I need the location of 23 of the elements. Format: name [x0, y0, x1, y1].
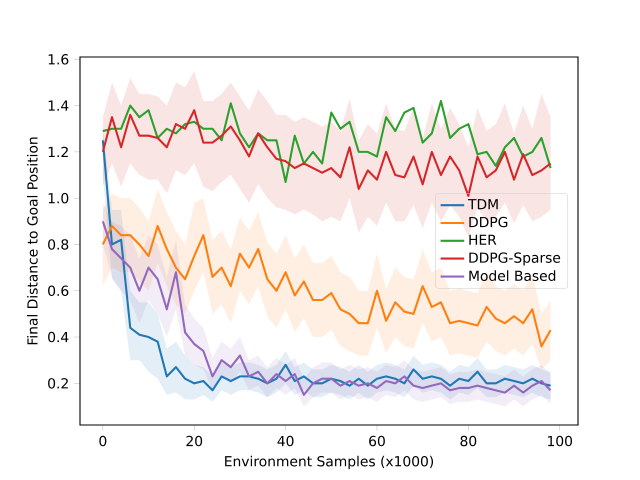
x-axis-title: Environment Samples (x1000)	[225, 456, 434, 470]
y-tick-label: 1.6	[48, 54, 68, 65]
y-tick-label: 0.4	[48, 332, 68, 342]
legend-label: TDM	[468, 199, 498, 210]
y-tick-label: 0.2	[48, 378, 68, 389]
y-tick-label: 0.8	[48, 239, 68, 250]
y-tick-label: 0.6	[48, 286, 68, 296]
line-series	[102, 109, 552, 197]
y-tick-label: 1.4	[48, 100, 68, 111]
x-tick-label: 40	[277, 436, 294, 446]
x-tick-label: 20	[186, 436, 202, 446]
x-tick-label: 60	[369, 436, 385, 446]
y-axis-title: Final Distance to Goal Position	[26, 138, 38, 344]
y-tick-label: 1.0	[48, 192, 68, 204]
legend-label: Model Based	[469, 270, 556, 281]
x-tick-label: 80	[460, 436, 476, 446]
legend-label: HER	[469, 234, 496, 245]
x-tick-label: 100	[548, 436, 572, 446]
line-series	[102, 100, 552, 184]
legend-label: DDPG	[469, 216, 508, 228]
x-tick-label: 0	[99, 436, 106, 446]
y-tick-label: 1.2	[48, 146, 68, 158]
legend-label: DDPG-Sparse	[469, 252, 560, 266]
